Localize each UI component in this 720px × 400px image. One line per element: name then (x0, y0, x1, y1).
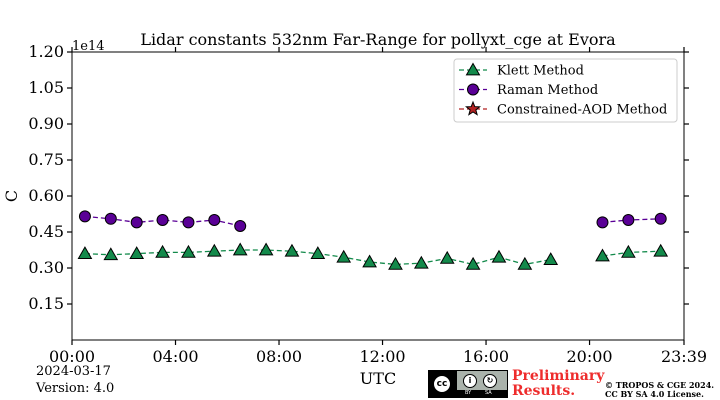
data-point (104, 212, 117, 225)
copyright-line-1: © TROPOS & CGE 2024. (605, 380, 715, 390)
data-point (465, 256, 481, 270)
chart-title: Lidar constants 532nm Far-Range for poll… (140, 30, 616, 49)
preliminary-line-1: Preliminary (512, 368, 605, 384)
data-point (130, 216, 143, 229)
by-attribution-icon: i (463, 374, 477, 388)
data-point (336, 249, 352, 263)
x-tick-label: 16:00 (463, 347, 509, 366)
data-point (156, 214, 169, 226)
data-point (182, 216, 195, 229)
x-tick-label: 12:00 (359, 347, 405, 366)
legend-marker (467, 83, 479, 96)
x-tick-label: 23:39 (661, 347, 707, 366)
data-point (284, 243, 300, 257)
data-point (208, 214, 221, 226)
legend-box (453, 58, 678, 123)
legend-label: Klett Method (497, 64, 584, 79)
data-point (258, 242, 274, 256)
legend: Klett Method Raman Method Constrained-AOD … (453, 58, 678, 123)
data-point (517, 256, 533, 270)
data-point (78, 210, 91, 223)
data-point (653, 243, 669, 257)
legend-label: Raman Method (497, 83, 598, 98)
y-tick-label: 0.60 (28, 186, 64, 205)
data-point (543, 252, 559, 265)
data-point (234, 220, 247, 232)
cc-license-badge: cc i ↻ BY SA (428, 370, 508, 398)
data-point (310, 246, 326, 259)
data-point (596, 216, 609, 229)
data-point (181, 244, 196, 258)
data-point (491, 249, 507, 263)
y-tick-label: 0.45 (28, 222, 64, 241)
legend-marker (465, 100, 481, 116)
copyright-line-2: CC BY SA 4.0 License. (605, 389, 704, 399)
y-tick-label: 0.15 (28, 294, 64, 313)
footer-date: 2024-03-17 (36, 364, 111, 379)
x-tick-label: 04:00 (152, 347, 198, 366)
data-point (129, 246, 145, 259)
data-point (77, 246, 93, 259)
data-point (388, 256, 403, 270)
y-tick-label: 0.30 (28, 258, 64, 277)
cc-sa-label: SA (485, 390, 492, 396)
x-tick-label: 20:00 (566, 347, 612, 366)
legend-marker (465, 62, 481, 76)
x-axis-label: UTC (360, 369, 396, 388)
data-point (654, 212, 667, 225)
data-point (413, 255, 429, 269)
y-tick-label: 1.20 (28, 42, 64, 61)
data-point (621, 244, 636, 258)
share-alike-icon: ↻ (483, 374, 497, 388)
footer-info: 2024-03-17 Version: 4.0 (36, 363, 114, 397)
cc-by-label: BY (465, 390, 472, 396)
copyright-notice: © TROPOS & CGE 2024. CC BY SA 4.0 Licens… (605, 381, 714, 399)
y-tick-label: 0.90 (28, 114, 64, 133)
y-axis-label: C (2, 190, 21, 202)
x-tick-label: 08:00 (256, 347, 302, 366)
data-point (439, 250, 455, 264)
preliminary-notice: Preliminary Results. (512, 369, 604, 399)
legend-label: Constrained-AOD Method (497, 103, 667, 118)
data-point (622, 214, 635, 226)
y-tick-label: 1.05 (28, 78, 64, 97)
y-scale-label: 1e14 (72, 39, 105, 54)
data-point (595, 248, 610, 262)
data-point (362, 254, 377, 268)
x-tick-label: 00:00 (49, 347, 95, 366)
data-point (103, 247, 119, 261)
preliminary-line-2: Results. (512, 383, 576, 399)
footer-version: Version: 4.0 (36, 381, 115, 396)
data-point (155, 244, 170, 258)
cc-icon: cc (432, 374, 452, 394)
plot-area: 0.15 0.30 0.45 0.60 0.75 0.90 1.05 1.20 00:00 04:… (28, 42, 707, 366)
data-point (206, 243, 222, 257)
data-point (232, 242, 248, 256)
y-tick-label: 0.75 (28, 150, 64, 169)
